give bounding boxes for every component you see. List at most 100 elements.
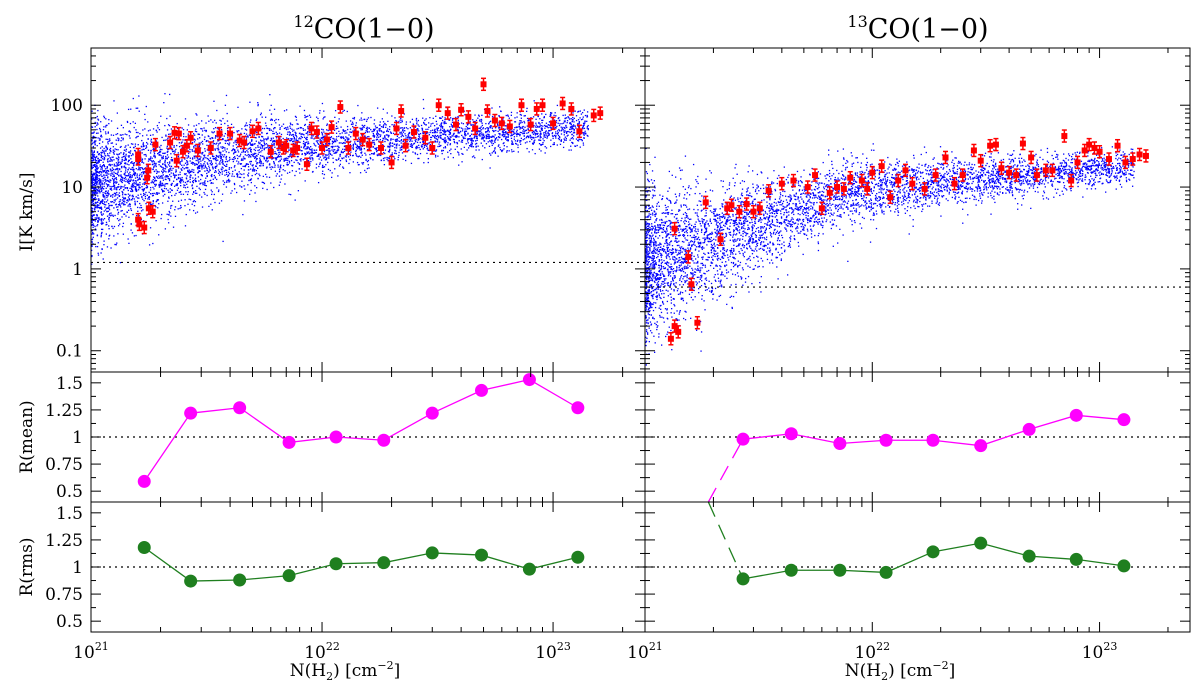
cloud-point [304, 144, 306, 146]
cloud-point [299, 172, 301, 174]
cloud-point [229, 180, 231, 182]
cloud-point [101, 189, 103, 191]
cloud-point [280, 133, 283, 136]
cloud-point [181, 159, 183, 161]
cloud-point [416, 123, 418, 125]
cloud-point [384, 152, 386, 155]
cloud-point [201, 153, 203, 155]
cloud-point [99, 129, 102, 131]
cloud-point [438, 145, 441, 148]
cloud-point [259, 113, 262, 116]
cloud-point [131, 190, 133, 193]
cloud-point [461, 134, 463, 137]
cloud-point [488, 131, 490, 133]
cloud-point [91, 210, 94, 212]
cloud-point [145, 145, 147, 147]
cloud-point [116, 165, 118, 167]
cloud-point [420, 124, 423, 127]
cloud-point [256, 162, 258, 164]
cloud-point [297, 140, 299, 142]
cloud-point [533, 141, 535, 144]
cloud-point [285, 152, 287, 154]
cloud-point [352, 144, 354, 146]
cloud-point [335, 152, 337, 154]
cloud-point [479, 127, 481, 129]
cloud-point [165, 164, 167, 167]
cloud-point [330, 121, 332, 124]
cloud-point [135, 182, 137, 184]
cloud-point [155, 183, 157, 186]
cloud-point [414, 152, 416, 154]
cloud-point [168, 197, 170, 199]
cloud-point [514, 121, 516, 123]
cloud-point [102, 161, 104, 163]
cloud-point [126, 120, 129, 123]
cloud-point [110, 160, 112, 162]
cloud-point [328, 148, 331, 150]
cloud-point [145, 146, 148, 148]
cloud-point [172, 150, 174, 153]
cloud-point [583, 127, 586, 130]
cloud-point [125, 150, 127, 152]
cloud-point [279, 165, 282, 167]
cloud-point [411, 118, 414, 121]
cloud-point [221, 173, 223, 175]
cloud-point [240, 186, 243, 188]
cloud-point [154, 185, 156, 187]
cloud-point [450, 136, 452, 138]
cloud-point [106, 169, 108, 172]
cloud-point [519, 139, 521, 142]
cloud-point [411, 145, 413, 147]
cloud-point [91, 185, 94, 187]
cloud-point [304, 143, 306, 145]
cloud-point [204, 188, 207, 191]
cloud-point [367, 117, 370, 119]
cloud-point [464, 137, 466, 140]
cloud-point [388, 157, 391, 160]
cloud-point [194, 174, 196, 176]
cloud-point [262, 187, 264, 190]
cloud-point [164, 161, 166, 163]
cloud-point [186, 157, 188, 159]
cloud-point [261, 155, 263, 157]
cloud-point [124, 201, 126, 203]
cloud-point [127, 108, 130, 111]
cloud-point [305, 153, 307, 155]
cloud-point [105, 209, 107, 211]
cloud-point [104, 153, 106, 155]
cloud-point [161, 156, 163, 158]
cloud-point [371, 152, 373, 155]
cloud-point [371, 130, 373, 133]
cloud-point [96, 198, 98, 200]
cloud-point [466, 128, 468, 130]
cloud-point [342, 136, 344, 138]
cloud-point [252, 155, 254, 157]
cloud-point [105, 172, 107, 174]
cloud-point [255, 155, 258, 157]
cloud-point [564, 139, 566, 141]
cloud-point [98, 190, 100, 192]
cloud-point [309, 131, 311, 133]
cloud-point [105, 150, 107, 152]
cloud-point [91, 255, 93, 258]
cloud-point [117, 158, 120, 161]
cloud-point [583, 109, 585, 111]
cloud-point [335, 127, 337, 130]
cloud-point [130, 223, 132, 225]
cloud-point [416, 141, 419, 144]
cloud-point [253, 134, 255, 136]
cloud-point [100, 200, 103, 202]
cloud-point [179, 173, 181, 176]
cloud-point [120, 178, 122, 180]
cloud-point [470, 139, 472, 141]
cloud-point [123, 173, 125, 175]
cloud-point [559, 143, 562, 146]
cloud-point [122, 196, 124, 198]
cloud-point [312, 135, 314, 137]
cloud-point [505, 130, 507, 133]
cloud-point [148, 244, 151, 246]
cloud-point [249, 134, 251, 136]
cloud-point [223, 164, 226, 167]
cloud-point [570, 123, 572, 125]
cloud-point [97, 137, 99, 139]
